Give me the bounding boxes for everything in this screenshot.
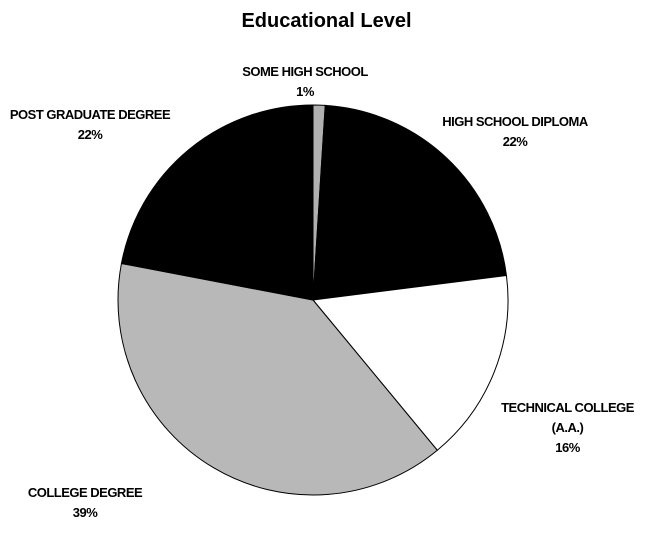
category-label: POST GRADUATE DEGREE	[9, 107, 171, 122]
value-label: 22%	[502, 134, 528, 149]
value-label: 1%	[296, 84, 314, 99]
pie-slice	[117, 262, 439, 496]
category-label: COLLEGE DEGREE	[27, 485, 143, 500]
slice-label: HIGH SCHOOL DIPLOMA 22%	[440, 112, 590, 152]
value-label: 39%	[72, 505, 98, 520]
category-label: HIGH SCHOOL DIPLOMA	[442, 114, 588, 129]
slice-label: SOME HIGH SCHOOL 1%	[235, 62, 375, 102]
category-label: TECHNICAL COLLEGE (A.A.)	[501, 400, 634, 435]
slice-label: TECHNICAL COLLEGE (A.A.) 16%	[500, 398, 635, 458]
category-label: SOME HIGH SCHOOL	[242, 64, 368, 79]
value-label: 22%	[77, 127, 103, 142]
pie-slice	[312, 104, 508, 301]
value-label: 16%	[555, 440, 580, 455]
slice-label: COLLEGE DEGREE 39%	[20, 483, 150, 523]
pie-slice	[312, 275, 509, 451]
slice-label: POST GRADUATE DEGREE 22%	[5, 105, 175, 145]
chart-title: Educational Level	[241, 10, 412, 32]
pie-slice	[120, 104, 314, 301]
